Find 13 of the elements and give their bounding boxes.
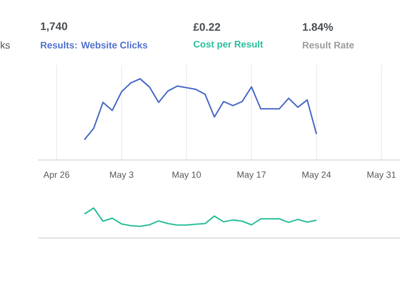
text: 1.84% [302,23,333,31]
x-tick-label: May 17 [238,172,266,180]
text: Cost per Result [194,40,264,50]
x-tick-label: May 3 [110,172,134,180]
x-tick-label: May 10 [172,172,201,180]
text: 1,740 [40,22,68,32]
text: Result Rate [302,42,354,48]
text: £0.22 [193,23,220,31]
text: ks [0,41,10,49]
x-tick-label: May 24 [302,172,331,180]
x-tick-label: May 31 [367,172,396,180]
text: Results: Website Clicks [40,42,148,48]
x-tick-label: Apr 26 [43,172,70,180]
